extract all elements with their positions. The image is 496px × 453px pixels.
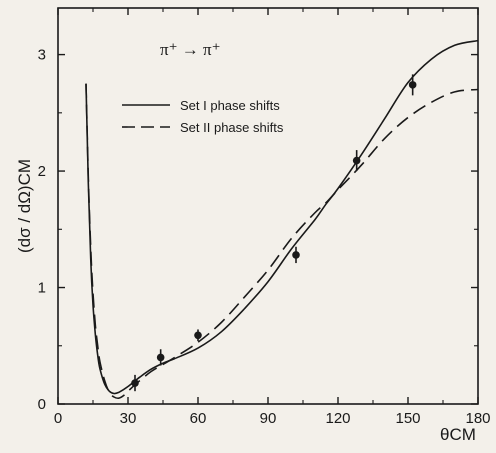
legend-label-set-2: Set II phase shifts: [180, 120, 284, 135]
y-tick-label: 3: [38, 47, 46, 64]
x-axis-label: θCM: [440, 425, 476, 444]
y-tick-label: 2: [38, 163, 46, 180]
data-point: [292, 251, 300, 259]
x-tick-label: 180: [465, 410, 490, 427]
data-point: [131, 379, 139, 387]
plot-frame: [57, 7, 479, 405]
data-points-layer: [131, 74, 417, 392]
x-tick-label: 0: [54, 410, 62, 427]
series-line-set-2: [85, 83, 479, 400]
y-tick-label: 0: [38, 396, 46, 413]
y-tick-label: 1: [38, 280, 46, 297]
data-point: [194, 331, 202, 340]
x-tick-label: 30: [120, 410, 137, 427]
data-point: [408, 81, 417, 89]
x-tick-label: 120: [325, 410, 350, 427]
x-tick-label: 60: [190, 410, 207, 427]
legend: Set I phase shifts Set II phase shifts: [122, 98, 284, 135]
x-tick-label: 90: [260, 410, 277, 427]
curves-layer: [85, 39, 479, 400]
x-tick-label: 150: [395, 410, 420, 427]
series-line-set-1: [85, 39, 479, 395]
reaction-annotation: π⁺ → π⁺: [160, 40, 221, 59]
y-axis-label: (dσ / dΩ)CM: [15, 159, 34, 253]
legend-label-set-1: Set I phase shifts: [180, 98, 280, 113]
axes-layer: 0 30 60 90 120 150 180 0 1 2 3 θCM (dσ / dΩ)CM: [15, 7, 491, 444]
data-point: [156, 353, 165, 362]
data-point: [352, 156, 361, 165]
